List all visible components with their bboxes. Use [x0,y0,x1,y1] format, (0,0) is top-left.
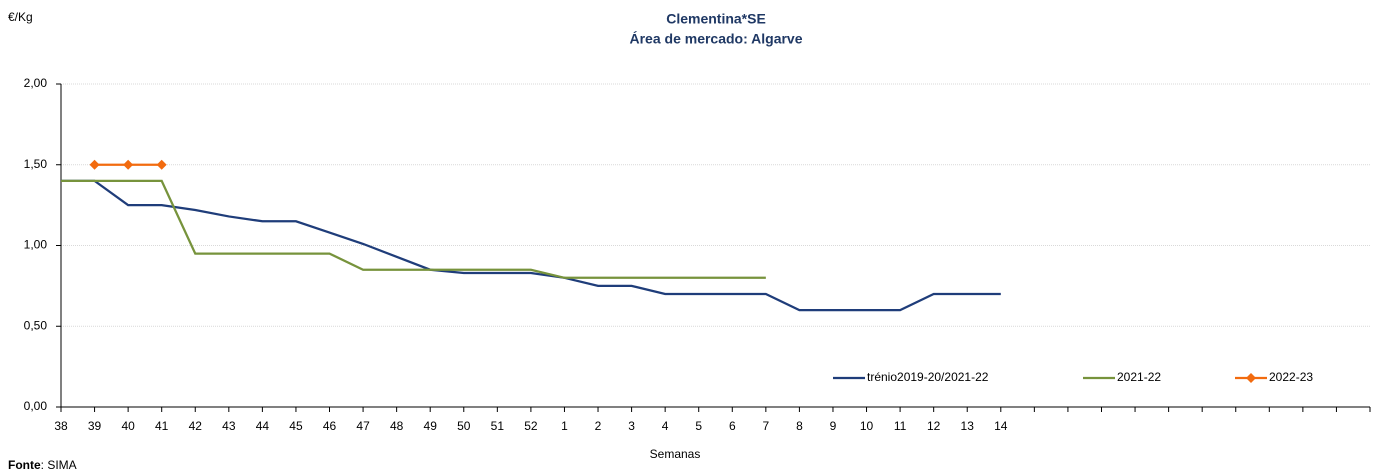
source: Fonte: SIMA [8,458,77,472]
legend-label: 2022-23 [1269,370,1313,384]
x-tick-label: 6 [729,419,736,433]
y-tick-label: 1,00 [24,238,48,252]
source-text: : SIMA [41,458,77,472]
x-tick-label: 1 [561,419,568,433]
x-tick-label: 46 [323,419,337,433]
x-tick-label: 13 [961,419,975,433]
x-tick-label: 38 [54,419,68,433]
x-tick-label: 14 [994,419,1008,433]
x-tick-label: 52 [524,419,538,433]
point-marker [89,159,100,170]
legend-marker [1246,373,1256,383]
x-tick-label: 9 [830,419,837,433]
x-tick-label: 40 [121,419,135,433]
y-tick-label: 0,00 [24,399,48,413]
source-label: Fonte [8,458,41,472]
series-line [61,179,766,279]
point-marker [156,159,167,170]
y-tick-label: 0,50 [24,318,48,332]
chart-title: Clementina*SE [666,11,766,27]
x-tick-label: 51 [491,419,505,433]
legend-label: trénio2019-20/2021-22 [867,370,989,384]
x-tick-label: 12 [927,419,941,433]
x-tick-label: 41 [155,419,169,433]
x-tick-label: 48 [390,419,404,433]
chart-subtitle: Área de mercado: Algarve [630,31,803,47]
x-axis-label: Semanas [650,447,701,461]
series-line [61,179,1001,312]
y-axis-label: €/Kg [8,10,33,24]
x-tick-label: 10 [860,419,874,433]
y-tick-label: 1,50 [24,157,48,171]
x-tick-label: 49 [424,419,438,433]
x-tick-label: 39 [88,419,102,433]
x-tick-label: 47 [356,419,370,433]
x-tick-label: 43 [222,419,236,433]
x-tick-label: 11 [894,419,907,433]
point-marker [123,159,134,170]
x-tick-label: 2 [595,419,602,433]
x-tick-label: 50 [457,419,471,433]
x-tick-label: 4 [662,419,669,433]
x-tick-label: 44 [256,419,270,433]
x-tick-label: 5 [695,419,702,433]
x-tick-label: 8 [796,419,803,433]
x-tick-label: 7 [763,419,770,433]
x-tick-label: 42 [189,419,203,433]
y-tick-label: 2,00 [24,76,48,90]
x-tick-label: 3 [628,419,635,433]
x-tick-label: 45 [289,419,303,433]
legend-label: 2021-22 [1117,370,1161,384]
